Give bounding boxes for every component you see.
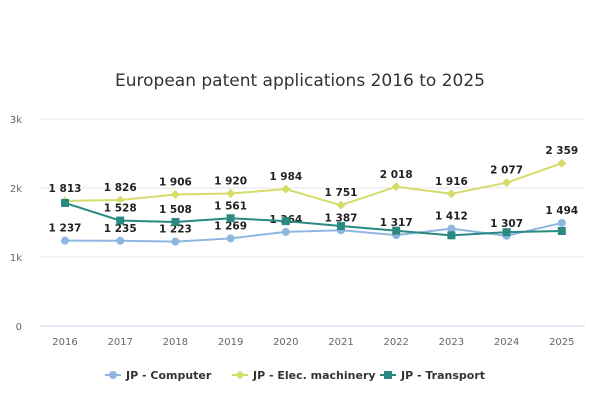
y-tick-label: 3k (10, 115, 22, 126)
data-point (337, 222, 345, 231)
data-label: 1 984 (269, 171, 302, 183)
data-point (557, 158, 567, 168)
x-tick-label: 2024 (494, 337, 519, 348)
data-point (226, 234, 235, 243)
data-point (61, 198, 69, 207)
x-tick-label: 2025 (549, 337, 574, 348)
data-point (226, 214, 235, 223)
data-point (116, 216, 125, 225)
x-tick-label: 2016 (52, 337, 77, 348)
data-label: 1 317 (380, 217, 413, 229)
x-tick-label: 2022 (383, 337, 408, 348)
data-point (171, 237, 180, 246)
data-label: 1 906 (159, 176, 192, 188)
data-point (281, 184, 291, 194)
series-line (64, 162, 563, 207)
y-tick-label: 1k (10, 253, 22, 264)
data-point (446, 189, 456, 199)
x-tick-label: 2019 (218, 337, 243, 348)
data-point (447, 224, 456, 233)
series-line (64, 202, 562, 237)
legend-item[interactable]: JP - Computer (125, 369, 212, 382)
data-point (115, 195, 125, 205)
data-point (447, 231, 456, 240)
x-tick-label: 2018 (163, 337, 188, 348)
data-point (170, 189, 180, 199)
data-label: 1 494 (545, 205, 578, 217)
data-label: 1 269 (214, 220, 247, 232)
legend-marker (384, 371, 392, 379)
y-tick-label: 0 (16, 322, 22, 333)
data-point (281, 217, 290, 226)
data-label: 1 813 (49, 183, 82, 195)
chart-title: European patent applications 2016 to 202… (115, 71, 485, 91)
data-point (281, 227, 290, 236)
legend-item[interactable]: JP - Transport (400, 369, 485, 382)
legend-marker (109, 371, 117, 379)
data-label: 1 387 (325, 212, 358, 224)
data-point (392, 226, 401, 235)
data-point (116, 236, 125, 245)
data-point (557, 218, 566, 227)
data-label: 1 528 (104, 203, 137, 215)
data-point (336, 200, 346, 210)
series-line (64, 221, 563, 243)
data-point (171, 217, 180, 226)
data-point (557, 226, 566, 235)
data-point (61, 236, 69, 245)
data-label: 2 077 (490, 165, 523, 177)
data-label: 1 307 (490, 218, 523, 230)
data-point (226, 189, 236, 199)
y-tick-label: 2k (10, 184, 22, 195)
data-label: 1 561 (214, 200, 247, 212)
data-label: 1 826 (104, 182, 137, 194)
data-point (502, 228, 511, 237)
data-label: 1 751 (325, 187, 358, 199)
x-tick-label: 2021 (328, 337, 353, 348)
data-label: 1 235 (104, 223, 137, 235)
x-tick-label: 2020 (273, 337, 298, 348)
data-label: 2 018 (380, 169, 413, 181)
data-point (502, 178, 512, 188)
data-point (391, 182, 401, 192)
data-label: 1 223 (159, 224, 192, 236)
legend-marker (235, 370, 245, 380)
data-label: 2 359 (545, 145, 578, 157)
data-label: 1 916 (435, 176, 468, 188)
data-label: 1 412 (435, 211, 468, 223)
data-label: 1 508 (159, 204, 192, 216)
data-label: 1 920 (214, 176, 247, 188)
x-tick-label: 2023 (439, 337, 464, 348)
legend-item[interactable]: JP - Elec. machinery (252, 369, 376, 382)
x-tick-label: 2017 (107, 337, 132, 348)
data-label: 1 237 (49, 223, 82, 235)
